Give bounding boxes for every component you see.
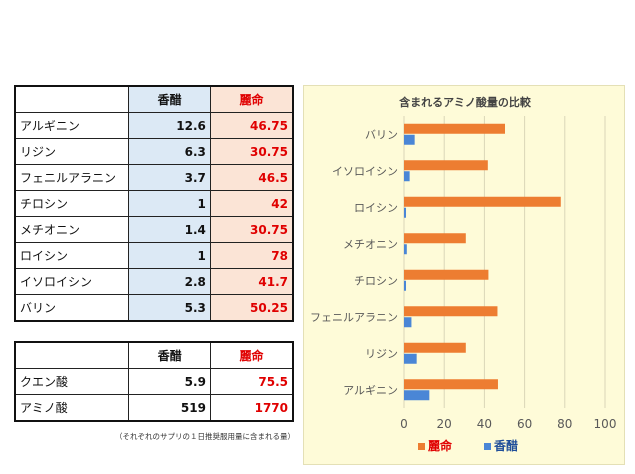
amino-acid-bar-chart: 含まれるアミノ酸量の比較 0 20 40 60 80 100 アルギニン リジン フェニルアラニン… [310, 95, 617, 453]
acid-total-table: 香醋 麗命 クエン酸 5.9 75.5 アミノ酸 519 1770 [14, 341, 294, 422]
table-row: リジン 6.3 30.75 [14, 138, 294, 165]
table-row: アルギニン 12.6 46.75 [14, 112, 294, 139]
legend-label-kozu: 香醋 [493, 438, 518, 453]
footnote: （それぞれのサプリの１日推奨服用量に含まれる量） [115, 432, 295, 441]
row-name: フェニルアラニン [14, 164, 130, 191]
header-kozu: 香醋 [128, 341, 211, 369]
bar-kozu [404, 171, 410, 182]
bar-reimei [404, 342, 466, 353]
table-row: チロシン 1 42 [14, 190, 294, 217]
x-tick-label: 0 [400, 417, 408, 431]
row-reimei-value: 41.7 [209, 268, 294, 295]
table-row: イソロイシン 2.8 41.7 [14, 268, 294, 295]
row-reimei-value: 1770 [209, 394, 294, 422]
row-name: リジン [14, 138, 130, 165]
x-tick-label: 100 [594, 417, 617, 431]
y-category-label: リジン [365, 347, 398, 360]
table-header-row: 香醋 麗命 [14, 85, 294, 113]
legend-swatch-kozu [484, 443, 491, 450]
table-row: フェニルアラニン 3.7 46.5 [14, 164, 294, 191]
y-category-label: ロイシン [354, 201, 398, 214]
y-category-label: チロシン [354, 274, 398, 287]
row-kozu-value: 6.3 [128, 138, 211, 165]
legend-label-reimei: 麗命 [428, 438, 453, 453]
row-name: バリン [14, 294, 130, 322]
row-kozu-value: 5.3 [128, 294, 211, 322]
bar-reimei [404, 233, 466, 244]
x-tick-label: 40 [477, 417, 492, 431]
row-reimei-value: 46.5 [209, 164, 294, 191]
bar-kozu [404, 134, 415, 145]
row-kozu-value: 2.8 [128, 268, 211, 295]
table-row: メチオニン 1.4 30.75 [14, 216, 294, 243]
bar-kozu [404, 244, 407, 255]
chart-panel: 含まれるアミノ酸量の比較 0 20 40 60 80 100 アルギニン リジン フェニルアラニン… [303, 85, 625, 465]
row-kozu-value: 1.4 [128, 216, 211, 243]
bar-kozu [404, 207, 407, 218]
table-row: ロイシン 1 78 [14, 242, 294, 269]
row-reimei-value: 78 [209, 242, 294, 269]
row-kozu-value: 1 [128, 190, 211, 217]
bar-reimei [404, 269, 489, 280]
table-header-row: 香醋 麗命 [14, 341, 294, 369]
y-category-label: イソロイシン [332, 165, 398, 178]
header-blank-cell [14, 341, 130, 369]
chart-title: 含まれるアミノ酸量の比較 [398, 95, 532, 109]
row-reimei-value: 75.5 [209, 368, 294, 395]
bar-kozu [404, 280, 407, 291]
x-tick-label: 60 [517, 417, 532, 431]
row-reimei-value: 50.25 [209, 294, 294, 322]
row-kozu-value: 1 [128, 242, 211, 269]
row-name: クエン酸 [14, 368, 130, 395]
row-reimei-value: 30.75 [209, 216, 294, 243]
table-row: アミノ酸 519 1770 [14, 394, 294, 422]
header-reimei: 麗命 [209, 341, 294, 369]
bar-reimei [404, 379, 498, 390]
y-category-label: アルギニン [343, 384, 398, 397]
bar-kozu [404, 390, 430, 401]
row-name: アルギニン [14, 112, 130, 139]
bar-kozu [404, 353, 417, 364]
bar-reimei [404, 306, 498, 317]
bar-reimei [404, 160, 488, 171]
bar-kozu [404, 317, 412, 328]
header-reimei: 麗命 [209, 85, 294, 113]
row-name: チロシン [14, 190, 130, 217]
row-reimei-value: 30.75 [209, 138, 294, 165]
row-kozu-value: 519 [128, 394, 211, 422]
row-name: ロイシン [14, 242, 130, 269]
row-reimei-value: 42 [209, 190, 294, 217]
amino-acid-table: 香醋 麗命 アルギニン 12.6 46.75 リジン 6.3 30.75 フェニ… [14, 85, 294, 322]
y-category-label: メチオニン [343, 238, 398, 251]
row-name: イソロイシン [14, 268, 130, 295]
row-kozu-value: 12.6 [128, 112, 211, 139]
table-row: クエン酸 5.9 75.5 [14, 368, 294, 395]
x-tick-label: 20 [437, 417, 452, 431]
header-kozu: 香醋 [128, 85, 211, 113]
row-reimei-value: 46.75 [209, 112, 294, 139]
y-category-label: フェニルアラニン [310, 311, 398, 324]
row-kozu-value: 3.7 [128, 164, 211, 191]
header-blank-cell [14, 85, 130, 113]
bar-reimei [404, 123, 506, 134]
row-name: メチオニン [14, 216, 130, 243]
legend-swatch-reimei [418, 443, 425, 450]
row-kozu-value: 5.9 [128, 368, 211, 395]
row-name: アミノ酸 [14, 394, 130, 422]
x-tick-label: 80 [557, 417, 572, 431]
bar-reimei [404, 196, 561, 207]
y-category-label: バリン [365, 128, 398, 141]
table-row: バリン 5.3 50.25 [14, 294, 294, 322]
